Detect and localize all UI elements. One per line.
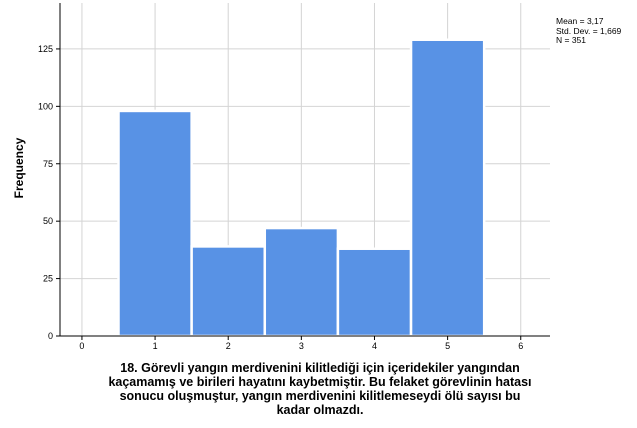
x-axis-label-line: 18. Görevli yangın merdivenini kilitledi… [120,361,520,375]
std-dev-stat: Std. Dev. = 1,669 [556,25,622,36]
x-tick-label: 1 [153,341,158,351]
histogram-bar [190,245,267,338]
histogram-bar [409,38,486,338]
tick-labels: 0 1 2 3 4 5 6 0 25 50 75 100 125 [38,44,523,351]
n-stat: N = 351 [556,35,587,45]
bars [117,38,486,338]
y-tick-label: 100 [38,101,53,111]
x-axis-label: 18. Görevli yangın merdivenini kilitledi… [40,361,600,417]
x-tick-label: 4 [372,341,377,351]
histogram-chart: 0 1 2 3 4 5 6 0 25 50 75 100 125 Frequency [12,3,550,351]
y-tick-label: 0 [48,331,53,341]
histogram-bar [263,226,340,338]
y-tick-label: 75 [43,159,53,169]
y-tick-label: 50 [43,216,53,226]
y-tick-label: 125 [38,44,53,54]
axes [56,3,550,340]
x-tick-label: 0 [79,341,84,351]
x-axis-label-line: sonucu oluşmuştur, yangın merdivenini ki… [119,389,521,403]
y-axis-label: Frequency [12,137,26,198]
histogram-bar [336,247,413,338]
histogram-bar [117,109,193,338]
y-tick-label: 25 [43,274,53,284]
x-axis-label-line: kadar olmazdı. [276,403,364,417]
x-tick-label: 2 [226,341,231,351]
x-axis-label-line: kaçamamış ve birileri hayatını kaybetmiş… [108,375,532,389]
x-tick-label: 6 [518,341,523,351]
x-tick-label: 5 [445,341,450,351]
mean-stat: Mean = 3,17 [556,16,604,26]
statistics-box: Mean = 3,17 Std. Dev. = 1,669 N = 351 [556,16,622,46]
x-tick-label: 3 [299,341,304,351]
